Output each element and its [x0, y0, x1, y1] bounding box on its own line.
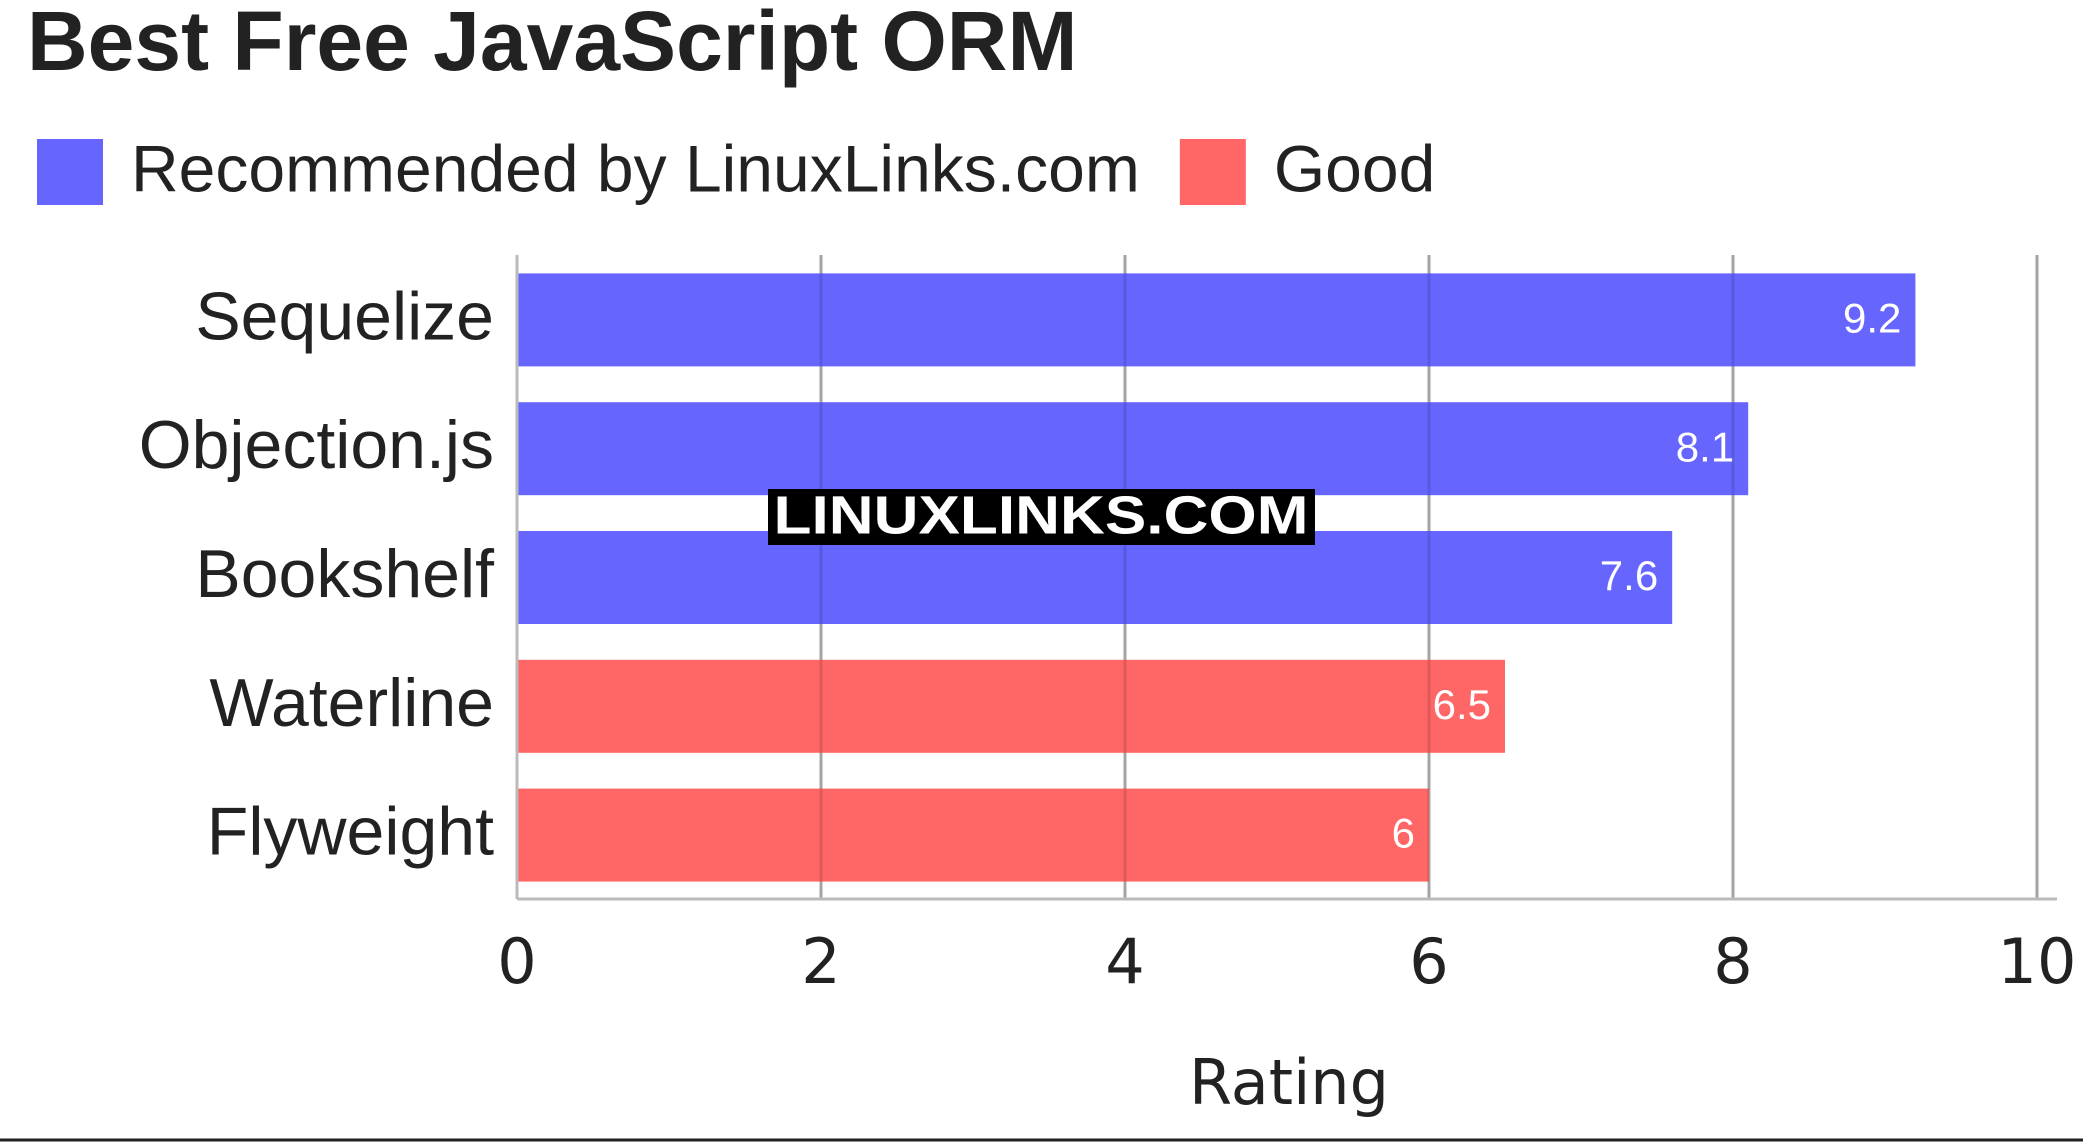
y-tick-label: Bookshelf: [195, 536, 494, 612]
legend-swatch: [37, 139, 103, 205]
value-label: 9.2: [1843, 294, 1901, 341]
value-label: 7.6: [1600, 552, 1658, 599]
legend-label: Good: [1274, 131, 1435, 205]
bar: [517, 659, 1505, 753]
bar: [517, 273, 1916, 367]
y-tick-label: Waterline: [209, 665, 494, 741]
value-label: 8.1: [1676, 423, 1734, 470]
watermark-box: [768, 489, 1315, 545]
x-tick-label: 8: [1713, 925, 1752, 998]
y-tick-label: Flyweight: [207, 794, 494, 870]
bar: [517, 402, 1749, 496]
x-tick-label: 6: [1409, 925, 1448, 998]
x-tick-label: 0: [497, 925, 536, 998]
value-label: 6: [1392, 810, 1415, 857]
value-label: 6.5: [1433, 681, 1491, 728]
x-axis-label: Rating: [1189, 1046, 1389, 1119]
watermark: LINUXLINKS.COM: [774, 485, 1309, 545]
bar: [517, 788, 1429, 882]
y-tick-label: Objection.js: [139, 407, 494, 483]
x-tick-label: 2: [801, 925, 840, 998]
x-tick-label: 4: [1105, 925, 1144, 998]
legend-label: Recommended by LinuxLinks.com: [131, 131, 1140, 205]
y-tick-label: Sequelize: [195, 278, 494, 354]
legend-swatch: [1179, 139, 1246, 205]
x-tick-label: 10: [1998, 925, 2077, 998]
bar: [517, 531, 1673, 624]
chart-title: Best Free JavaScript ORM: [27, 0, 1077, 88]
